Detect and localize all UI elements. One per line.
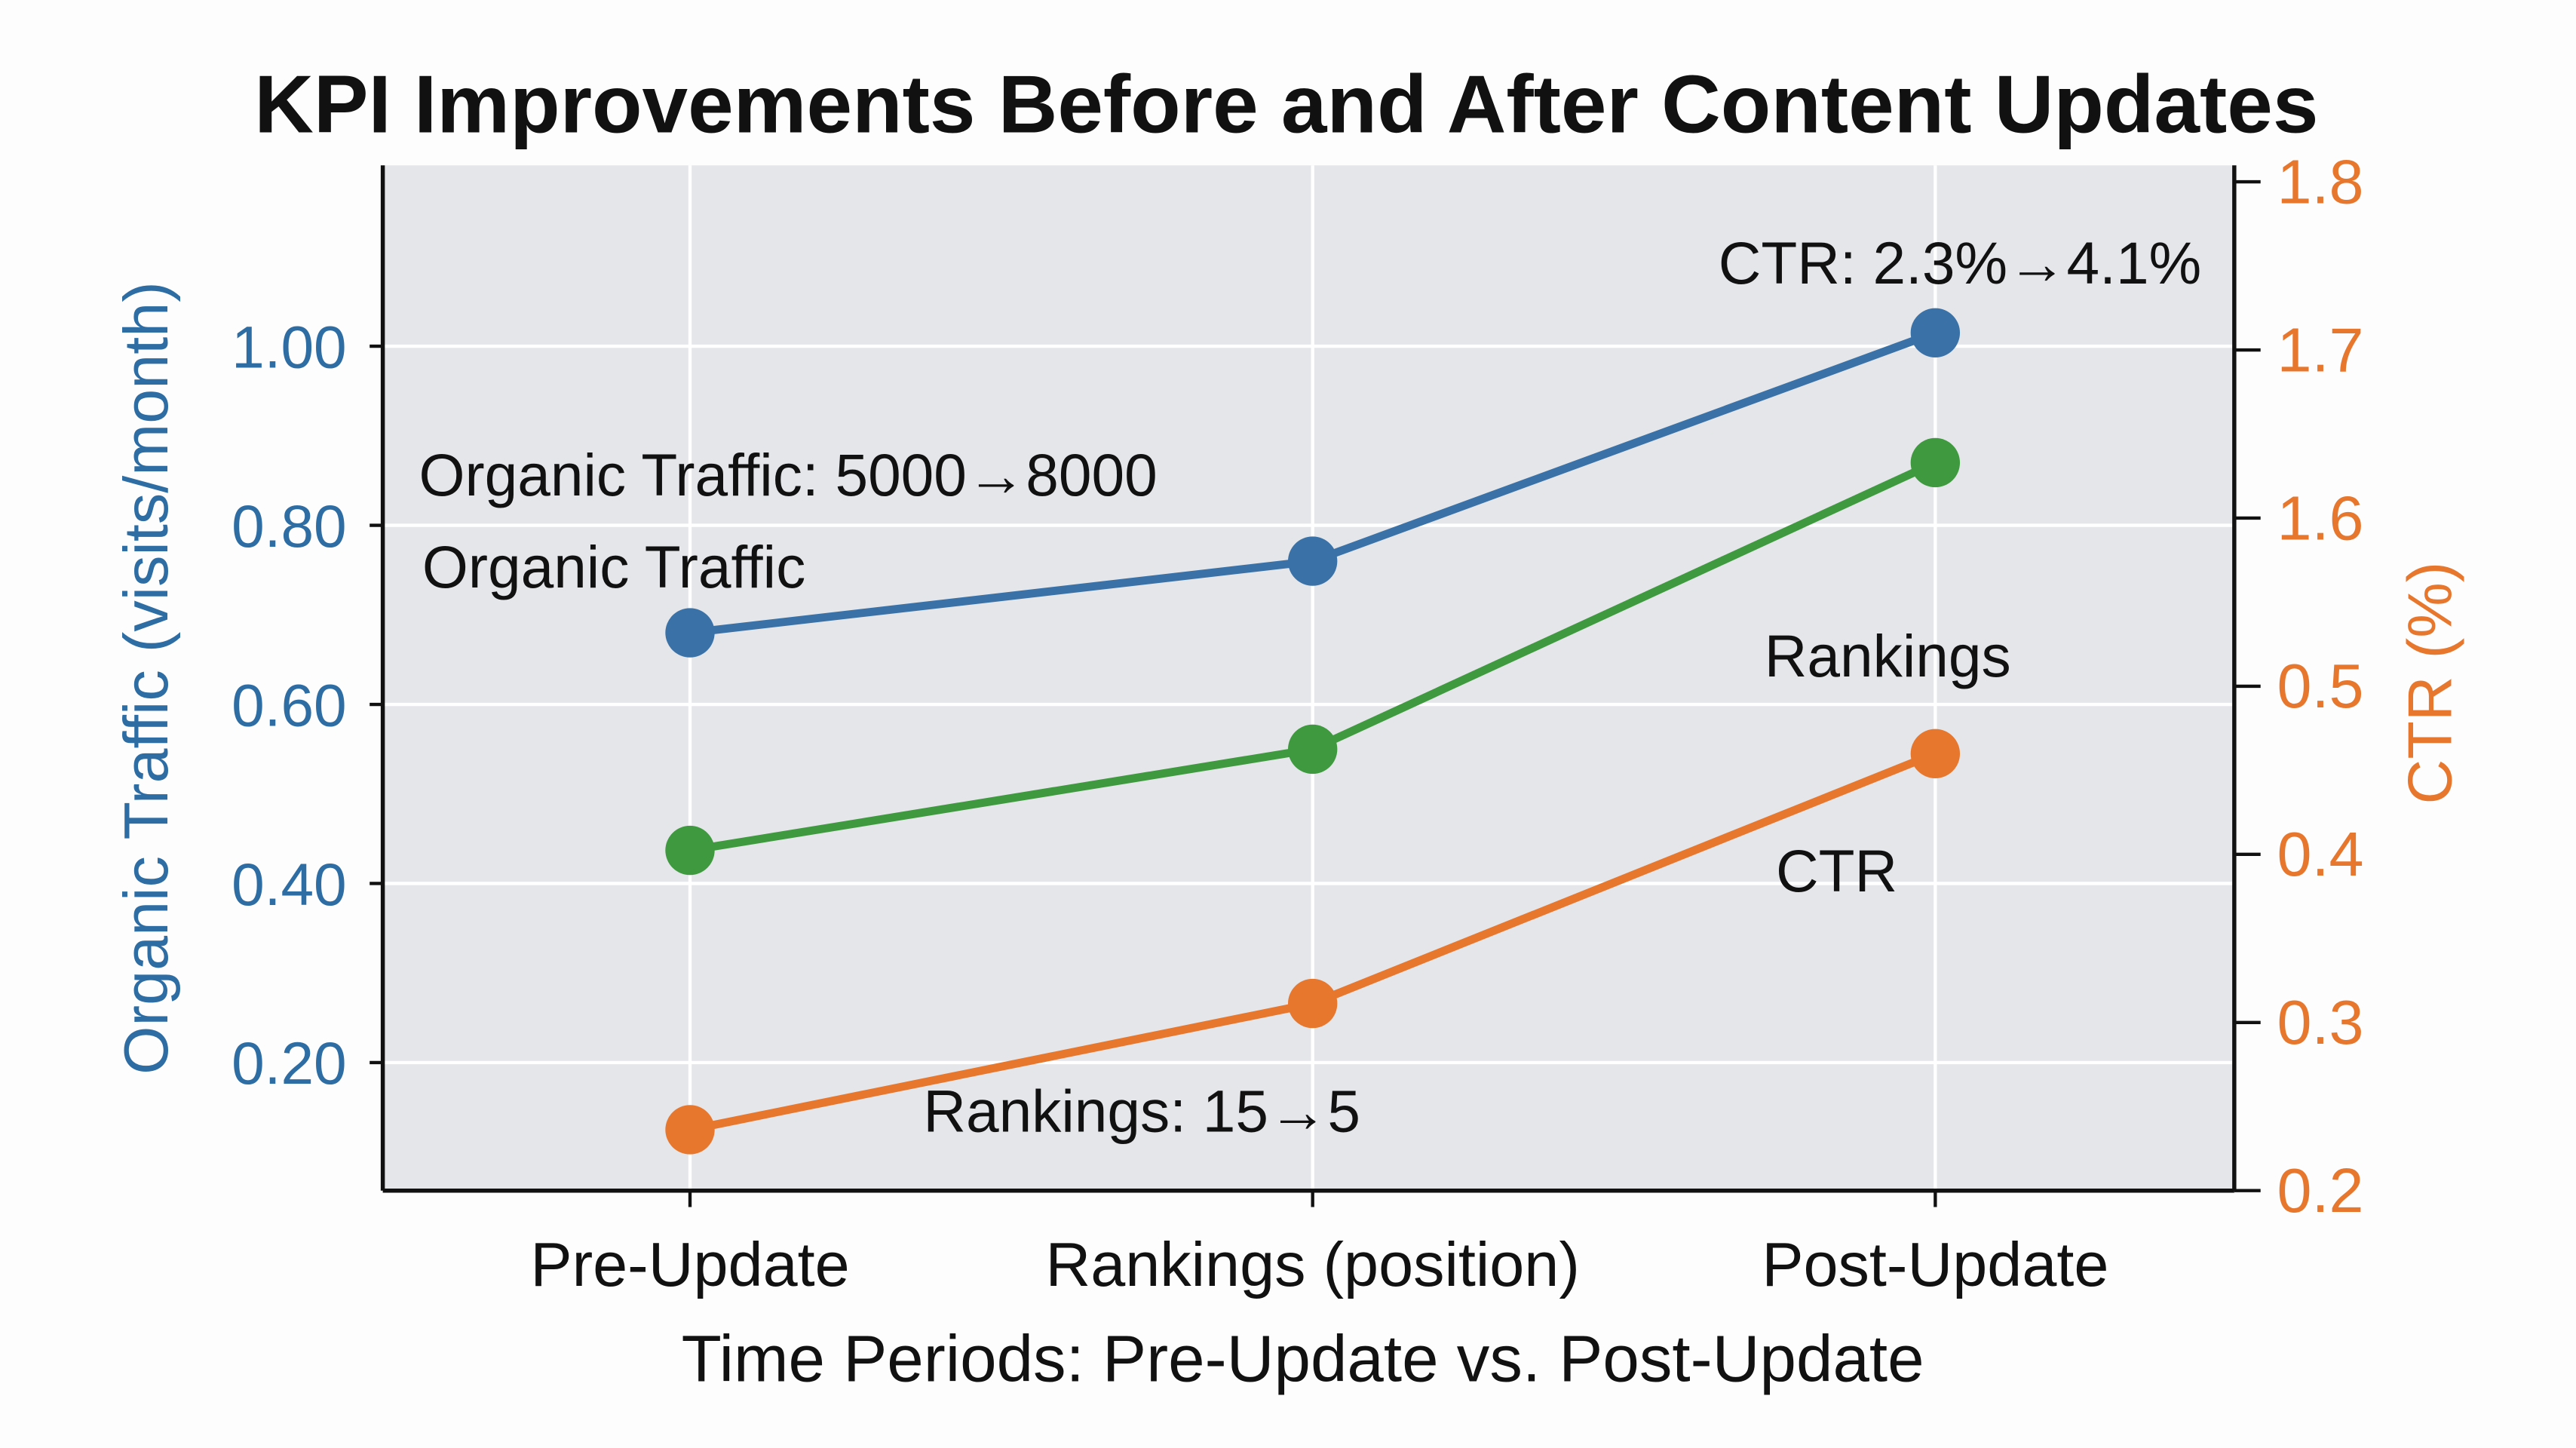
series-point-0 (1910, 308, 1961, 357)
x-tick-label: Pre-Update (530, 1229, 849, 1299)
right-tick-label: 0.3 (2277, 987, 2364, 1057)
series-point-0 (665, 608, 715, 658)
series-point-1 (665, 825, 715, 876)
series-point-1 (1910, 437, 1961, 488)
right-tick-label: 0.2 (2277, 1155, 2364, 1226)
right-tick-label: 1.8 (2277, 146, 2364, 216)
series-point-2 (665, 1105, 715, 1155)
left-y-axis-label: Organic Traffic (visits/month) (111, 281, 181, 1075)
annotation-ctr: CTR (1776, 838, 1897, 904)
annotation-organic-traffic: Organic Traffic (422, 534, 805, 600)
left-tick-label: 0.20 (232, 1030, 347, 1097)
right-y-axis-label: CTR (%) (2394, 562, 2464, 805)
annotation-ctr-change: CTR: 2.3%→4.1% (1719, 230, 2202, 296)
right-tick-label: 0.5 (2277, 651, 2364, 721)
x-tick-label: Rankings (position) (1045, 1229, 1579, 1299)
left-tick-label: 1.00 (232, 314, 347, 380)
right-tick-label: 1.6 (2277, 483, 2364, 553)
x-axis-label: Time Periods: Pre-Update vs. Post-Update (682, 1322, 1924, 1395)
left-tick-label: 0.60 (232, 672, 347, 738)
annotation-rankings-change: Rankings: 15→5 (923, 1078, 1360, 1144)
x-tick-label: Post-Update (1762, 1229, 2108, 1299)
ticks: 0.20 0.40 0.60 0.80 1.00 0.2 0.3 0.4 0.5 1.6 1.7 1.… (232, 146, 2363, 1299)
series-point-2 (1288, 978, 1338, 1029)
left-tick-label: 0.40 (232, 851, 347, 918)
series-layer (665, 308, 1961, 1155)
annotation-rankings: Rankings (1765, 623, 2011, 689)
series-point-0 (1288, 536, 1338, 586)
right-tick-label: 0.4 (2277, 819, 2364, 889)
series-point-1 (1288, 724, 1338, 775)
annotation-organic-traffic-change: Organic Traffic: 5000→8000 (419, 442, 1158, 508)
chart-title: KPI Improvements Before and After Conten… (254, 59, 2318, 151)
left-tick-label: 0.80 (232, 493, 347, 560)
right-tick-label: 1.7 (2277, 314, 2364, 385)
series-point-2 (1910, 729, 1961, 779)
